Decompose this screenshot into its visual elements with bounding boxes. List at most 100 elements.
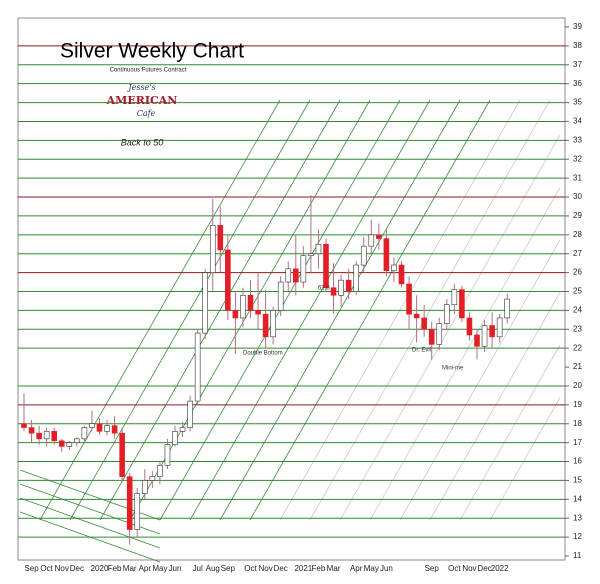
candle-body <box>436 323 443 345</box>
trend-line <box>459 344 561 521</box>
y-tick-label: 21 <box>573 362 582 371</box>
x-tick-label: Nov <box>462 564 476 573</box>
candle-body <box>104 425 110 432</box>
candle-body <box>179 427 186 432</box>
x-tick-label: Sep <box>425 564 440 573</box>
y-tick-label: 32 <box>573 154 582 163</box>
trend-line <box>429 292 561 521</box>
candle-body <box>202 272 208 334</box>
candle-body <box>36 432 42 440</box>
x-tick-label: May <box>152 564 167 573</box>
x-tick-label: May <box>364 564 379 573</box>
x-tick-label: Jul <box>193 564 203 573</box>
candle-body <box>58 440 65 447</box>
candle-body <box>96 423 103 432</box>
y-tick-label: 13 <box>573 513 582 522</box>
candle-body <box>315 243 322 255</box>
x-tick-label: Dec <box>477 564 491 573</box>
candle-body <box>368 234 375 247</box>
y-tick-label: 11 <box>573 551 582 560</box>
candle-body <box>300 255 307 283</box>
candle-body <box>247 294 254 311</box>
y-tick-label: 16 <box>573 457 582 466</box>
candle-body <box>360 245 367 266</box>
y-tick-label: 30 <box>573 192 582 201</box>
annotation: Dr. Evil <box>412 348 431 354</box>
trend-line <box>19 497 161 549</box>
y-tick-label: 14 <box>573 494 582 503</box>
candle-body <box>164 444 171 466</box>
candle-body <box>126 476 133 530</box>
candle-body <box>225 249 231 311</box>
candle-body <box>134 493 141 530</box>
candle-body <box>285 268 292 283</box>
candle-body <box>187 400 193 428</box>
candle-body <box>474 334 480 347</box>
caption: Back to 50 <box>121 137 164 147</box>
x-tick-label: Oct <box>448 564 461 573</box>
y-tick-label: 15 <box>573 476 582 485</box>
y-tick-label: 12 <box>573 532 582 541</box>
x-tick-label: Sep <box>221 564 236 573</box>
candle-body <box>345 279 352 292</box>
levels <box>18 45 565 538</box>
y-tick-label: 17 <box>573 438 582 447</box>
candle-body <box>323 243 329 289</box>
candle-body <box>338 279 344 296</box>
candle-body <box>292 268 299 283</box>
candle-body <box>149 476 156 481</box>
x-tick-label: Feb <box>108 564 122 573</box>
candle-body <box>111 425 118 434</box>
trend-line <box>339 134 561 521</box>
x-tick-label: Sep <box>24 564 39 573</box>
candle-body <box>172 431 178 445</box>
chart-title: Silver Weekly Chart <box>60 40 244 63</box>
candle-body <box>217 225 224 251</box>
x-tick-label: 2021 <box>294 564 312 573</box>
x-tick-label: Oct <box>244 564 257 573</box>
chart-subtitle: Continuous Futures Contract <box>110 68 187 74</box>
candle-body <box>443 304 450 324</box>
candle-body <box>119 432 125 477</box>
candle-body <box>209 225 216 273</box>
y-tick-label: 20 <box>573 381 582 390</box>
candle-body <box>489 325 495 338</box>
candle-body <box>232 310 239 319</box>
y-tick-label: 39 <box>573 22 582 31</box>
candle-body <box>330 287 337 296</box>
candle-body <box>391 264 397 272</box>
candle-body <box>81 427 88 440</box>
candle-body <box>28 427 35 434</box>
y-tick-label: 34 <box>573 117 582 126</box>
y-tick-label: 33 <box>573 135 582 144</box>
candle-body <box>428 328 435 345</box>
candle-body <box>308 253 314 256</box>
y-tick-label: 24 <box>573 306 582 315</box>
candle-body <box>270 310 276 338</box>
x-tick-label: Mar <box>123 564 137 573</box>
candle-body <box>21 423 27 428</box>
x-tick-label: Jun <box>380 564 393 573</box>
candle-body <box>406 283 412 315</box>
annotation: Double Bottom <box>243 351 283 357</box>
candle-body <box>43 431 50 440</box>
y-tick-label: 35 <box>573 98 582 107</box>
x-tick-label: Aug <box>206 564 220 573</box>
candle-body <box>353 264 360 292</box>
candle-body <box>51 431 58 442</box>
candle-body <box>255 310 261 315</box>
y-tick-label: 29 <box>573 211 582 220</box>
trend-line <box>369 187 561 521</box>
y-tick-label: 19 <box>573 400 582 409</box>
y-tick-label: 37 <box>573 60 582 69</box>
candle-body <box>451 289 458 306</box>
y-tick-label: 31 <box>573 173 582 182</box>
x-tick-label: Nov <box>258 564 272 573</box>
candle-body <box>240 294 246 319</box>
candle-body <box>421 317 427 330</box>
x-tick-label: Apr <box>139 564 152 573</box>
trend-line <box>399 239 561 521</box>
x-tick-label: Oct <box>40 564 53 573</box>
y-tick-label: 22 <box>573 343 582 352</box>
candle-body <box>74 438 80 443</box>
